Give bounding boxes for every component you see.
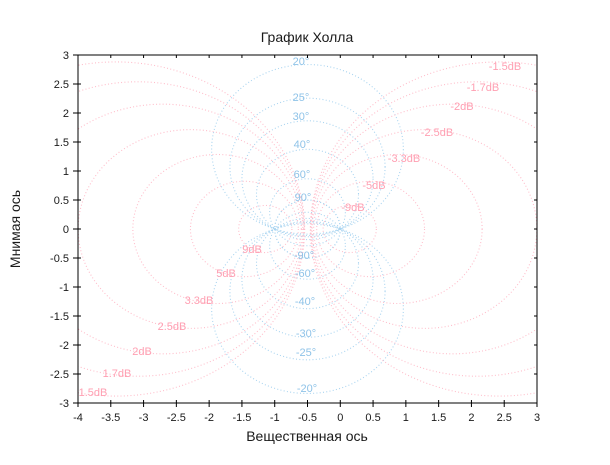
phase-circle-label: -30° <box>296 328 316 340</box>
magnitude-circle <box>313 153 483 305</box>
phase-circle <box>241 120 374 238</box>
x-tick-label: 2.5 <box>497 412 512 424</box>
magnitude-circle-label: -2dB <box>450 101 473 113</box>
magnitude-circle <box>310 103 537 355</box>
y-tick-label: 1 <box>63 166 69 178</box>
x-tick-label: 0.5 <box>365 412 380 424</box>
x-tick-label: -2 <box>204 412 214 424</box>
y-tick-label: -2 <box>59 340 69 352</box>
x-axis-label: Вещественная ось <box>246 428 368 444</box>
x-tick-label: -2.5 <box>167 412 186 424</box>
y-tick-label: 3 <box>63 50 69 62</box>
magnitude-circle <box>322 204 377 254</box>
chart-title: График Холла <box>261 29 354 45</box>
x-tick-label: -1 <box>270 412 280 424</box>
y-tick-label: 0 <box>63 224 69 236</box>
x-tick-label: 2 <box>468 412 474 424</box>
magnitude-circle-label: 3.3dB <box>185 295 214 307</box>
phase-circle-label: -25° <box>296 347 316 359</box>
axis-ticks-layer <box>73 54 538 407</box>
x-tick-label: -3 <box>139 412 149 424</box>
magnitude-circle-label: 2dB <box>132 346 152 358</box>
phase-circle-label: 90° <box>295 192 312 204</box>
magnitude-circle <box>309 61 537 397</box>
phase-circle-label: -40° <box>295 296 315 308</box>
y-axis-label: Мнимая ось <box>7 190 23 268</box>
phase-circle-label: -60° <box>295 268 315 280</box>
x-tick-label: 1.5 <box>431 412 446 424</box>
magnitude-circle-label: 9dB <box>242 244 262 256</box>
y-tick-label: 2.5 <box>54 79 69 91</box>
magnitude-circle <box>310 81 537 377</box>
magnitude-circle-label: -2.5dB <box>421 127 453 139</box>
magnitude-circle <box>132 153 302 305</box>
magnitude-circle-label: -1.7dB <box>467 82 499 94</box>
phase-circle <box>211 63 404 235</box>
phase-circle-label: 60° <box>294 169 311 181</box>
phase-circle-label: -20° <box>297 383 317 395</box>
magnitude-circle-label: 1.7dB <box>103 368 132 380</box>
y-tick-label: -2.5 <box>50 369 69 381</box>
y-tick-label: -0.5 <box>50 253 69 265</box>
magnitude-circle-label: -3.3dB <box>388 153 420 165</box>
magnitude-circle <box>238 204 293 254</box>
phase-circle-label: 40° <box>294 139 311 151</box>
y-tick-label: 1.5 <box>54 137 69 149</box>
magnitude-circle-label: 2.5dB <box>158 321 187 333</box>
y-tick-label: -3 <box>59 398 69 410</box>
phase-circle <box>255 217 360 310</box>
phase-circle <box>255 148 360 241</box>
y-tick-label: -1 <box>59 282 69 294</box>
magnitude-circle-label: 5dB <box>216 268 236 280</box>
phase-circle <box>229 222 386 361</box>
magnitude-circle <box>316 180 426 278</box>
x-tick-label: -1.5 <box>232 412 251 424</box>
x-tick-label: -0.5 <box>298 412 317 424</box>
phase-circle-label: 25° <box>293 92 310 104</box>
y-tick-label: -1.5 <box>50 311 69 323</box>
y-tick-label: 0.5 <box>54 195 69 207</box>
phase-circle-label: 30° <box>293 111 310 123</box>
phase-circle <box>269 178 346 247</box>
x-tick-label: 1 <box>403 412 409 424</box>
phase-circle <box>229 97 386 236</box>
magnitude-circle <box>189 180 299 278</box>
magnitude-circle-label: 1.5dB <box>79 387 108 399</box>
magnitude-circle <box>78 81 305 377</box>
x-tick-label: -3.5 <box>101 412 120 424</box>
phase-circle-label: 20° <box>293 56 310 68</box>
magnitude-circle-label: -9dB <box>341 202 364 214</box>
phase-circle <box>269 211 346 280</box>
phase-circle <box>211 223 404 395</box>
x-tick-label: -4 <box>73 412 83 424</box>
magnitude-circle <box>78 61 306 397</box>
phase-circle <box>241 220 374 338</box>
magnitude-circle <box>78 103 305 355</box>
magnitude-circle <box>78 129 304 329</box>
axis-tick-labels-layer: -4 -3.5 -3 -2.5 -2 -1.5 -1 -0.5 0 0.5 1 1.5 2 2.5 3 3 2.… <box>50 50 540 424</box>
magnitude-circle-label: -5dB <box>362 180 385 192</box>
magnitude-circle-label: -1.5dB <box>489 61 521 73</box>
x-tick-label: 0 <box>337 412 343 424</box>
x-tick-label: 3 <box>534 412 540 424</box>
grid-labels-layer: 20° 25° 30° 40° 60° 90° -90° -60° -40° -30° -25° -2… <box>79 56 522 399</box>
phase-circle-label: -90° <box>294 250 314 262</box>
y-tick-label: 2 <box>63 108 69 120</box>
